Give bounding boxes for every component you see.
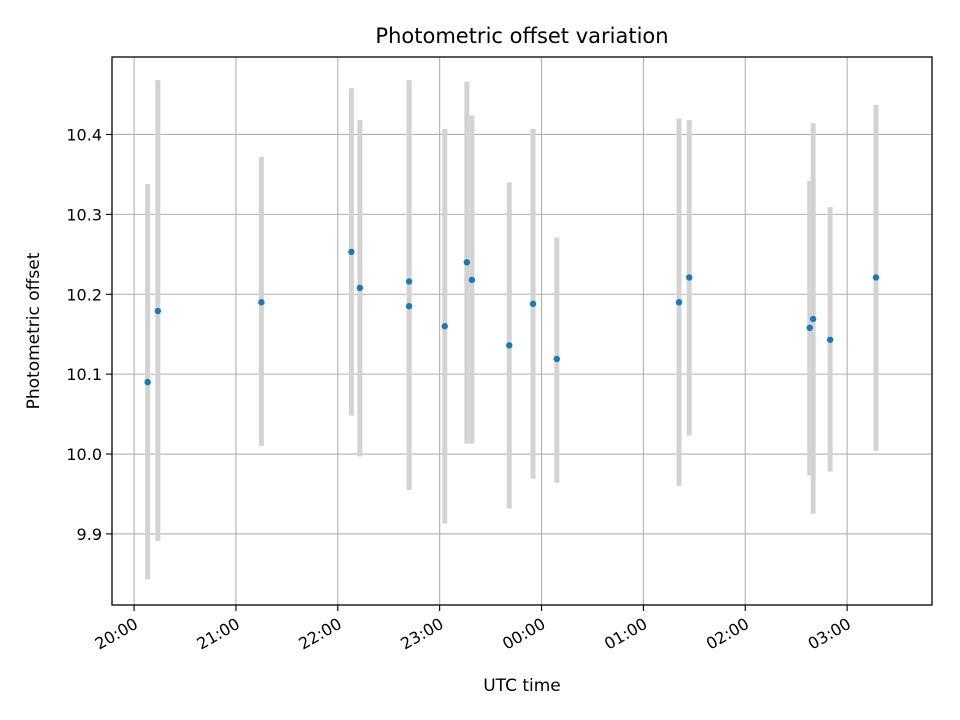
plot-area	[112, 57, 932, 605]
data-point	[154, 307, 162, 315]
data-point	[258, 299, 265, 306]
data-point	[809, 315, 817, 323]
data-point	[506, 342, 513, 349]
x-axis-label: UTC time	[483, 676, 561, 696]
y-tick-label: 9.9	[77, 525, 102, 544]
y-tick-label: 10.2	[66, 285, 102, 304]
data-point	[356, 284, 364, 292]
data-point	[806, 324, 813, 332]
y-tick-label: 10.4	[66, 125, 102, 144]
data-point	[144, 378, 151, 386]
y-tick-label: 10.3	[66, 205, 102, 224]
y-axis-label: Photometric offset	[24, 252, 44, 409]
data-point	[529, 300, 537, 308]
data-point	[553, 355, 561, 363]
data-point	[686, 274, 693, 281]
data-point	[872, 274, 880, 281]
y-axis-ticks: 9.9 10.0 10.1 10.2 10.3 10.4	[66, 125, 112, 544]
data-point	[405, 303, 413, 310]
data-point	[675, 299, 683, 306]
y-tick-label: 10.1	[66, 365, 102, 384]
data-point	[463, 259, 471, 266]
plot-frame	[111, 56, 933, 606]
chart-title: Photometric offset variation	[375, 24, 668, 48]
data-point	[826, 336, 834, 343]
data-points	[144, 248, 880, 386]
data-point	[348, 248, 355, 256]
data-point	[468, 276, 476, 284]
grid-lines	[112, 57, 932, 605]
y-tick-label: 10.0	[66, 445, 102, 464]
data-point	[441, 323, 448, 330]
data-point	[405, 278, 413, 285]
